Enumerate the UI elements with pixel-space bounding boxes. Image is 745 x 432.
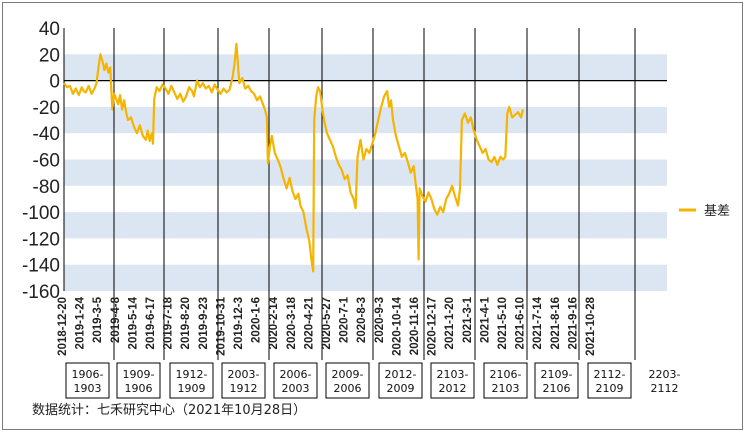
x-tick-label: 2020-4-21 <box>303 296 315 349</box>
x-tick-label: 2019-1-24 <box>75 296 87 349</box>
contract-box-label-line1: 2106- <box>490 368 522 381</box>
x-tick-label: 2021-5-10 <box>497 297 509 349</box>
x-tick-label: 2020-7-1 <box>339 296 351 343</box>
x-tick-label: 2019-8-20 <box>180 297 192 349</box>
y-tick-label: -40 <box>33 124 60 145</box>
contract-box-label-line2: 2112 <box>651 382 679 395</box>
y-tick-label: 0 <box>49 72 60 93</box>
contract-box-label-line2: 2009 <box>387 382 415 395</box>
legend: 基差 <box>679 204 730 219</box>
contract-box-label-line2: 1912 <box>230 382 258 395</box>
x-tick-label: 2021-3-1 <box>462 296 474 343</box>
x-tick-label: 2019-10-31 <box>215 296 227 355</box>
band-3 <box>64 212 667 239</box>
contract-box <box>273 362 318 399</box>
contract-box <box>483 362 528 399</box>
x-tick-label: 2021-1-20 <box>444 297 456 349</box>
contract-boxes: 1906-1903 1909-1906 1912-1909 2003-1912 2006… <box>65 362 681 399</box>
y-tick-label: 40 <box>39 19 60 40</box>
x-tick-label: 2019-4-8 <box>110 296 122 343</box>
x-tick-label: 2021-8-16 <box>550 297 562 349</box>
contract-box <box>325 362 370 399</box>
contract-box-label-line1: 2103- <box>437 368 469 381</box>
y-tick-label: 20 <box>39 45 60 66</box>
x-tick-label: 2020-3-18 <box>286 296 298 349</box>
x-tick-label: 2020-1-6 <box>251 297 263 343</box>
contract-box-label-line1: 2006- <box>280 368 312 381</box>
contract-box <box>378 362 423 399</box>
x-tick-label: 2019-12-3 <box>233 297 245 349</box>
contract-box <box>116 362 161 399</box>
contract-roll-lines <box>113 28 636 360</box>
x-tick-label: 2020-9-3 <box>374 297 386 343</box>
y-axis-ticks: 40 20 0 -20 -40 -60 -80 -100 -120 -140 -160 <box>22 19 65 303</box>
x-tick-label: 2019-7-18 <box>163 296 175 349</box>
y-tick-label: -20 <box>33 98 60 119</box>
contract-box-label-line2: 2012 <box>439 382 467 395</box>
legend-label: 基差 <box>704 204 730 219</box>
band-2 <box>64 159 667 186</box>
contract-box-label-line2: 1909 <box>178 382 206 395</box>
contract-box-label-line1: 2012- <box>385 368 417 381</box>
y-tick-label: -120 <box>22 229 60 250</box>
contract-box-label-line1: 2003- <box>228 368 260 381</box>
x-tick-label: 2020-11-16 <box>409 297 421 355</box>
x-tick-label: 2021-9-16 <box>567 297 579 349</box>
contract-box-label-line2: 2103 <box>492 382 520 395</box>
band-0 <box>64 54 667 81</box>
x-tick-label: 2019-6-17 <box>145 297 157 349</box>
x-tick-label: 2021-4-1 <box>479 296 491 343</box>
series-layer <box>63 42 656 273</box>
y-tick-label: -100 <box>22 203 60 224</box>
contract-box-label-line1: 2112- <box>594 368 626 381</box>
x-axis-ticks: 2018-12-20 2019-1-24 2019-3-5 2019-4-8 2019-… <box>57 296 597 355</box>
y-tick-label: -80 <box>33 177 60 198</box>
contract-box <box>587 362 632 399</box>
x-tick-label: 2020-10-14 <box>391 296 403 355</box>
x-tick-label: 2020-12-17 <box>427 297 439 356</box>
background-bands <box>64 54 667 291</box>
contract-box <box>65 362 110 399</box>
x-tick-label: 2019-5-14 <box>127 296 139 349</box>
series-line-basis <box>63 42 525 273</box>
contract-box-label-line2: 1906 <box>125 382 153 395</box>
contract-box <box>534 362 579 399</box>
contract-box <box>430 362 475 399</box>
contract-box-label-line1: 1909- <box>123 368 155 381</box>
contract-box <box>169 362 214 399</box>
x-tick-label: 2021-10-28 <box>585 296 597 355</box>
x-tick-label: 2018-12-20 <box>57 297 69 356</box>
x-tick-label: 2020-8-3 <box>356 297 368 343</box>
x-tick-label: 2021-7-14 <box>532 296 544 349</box>
contract-box <box>221 362 266 399</box>
x-tick-label: 2020-2-14 <box>268 296 280 349</box>
y-tick-label: -60 <box>33 151 60 172</box>
x-tick-label: 2020-5-27 <box>321 297 333 349</box>
contract-box-label-line1: 1906- <box>72 368 104 381</box>
band-4 <box>64 264 667 291</box>
contract-box-label-line1: 1912- <box>176 368 208 381</box>
x-tick-label: 2021-6-10 <box>515 297 527 349</box>
y-tick-label: -160 <box>22 282 60 303</box>
contract-box-label-line1: 2203- <box>649 368 681 381</box>
source-note: 数据统计：七禾研究中心（2021年10月28日） <box>32 403 306 418</box>
y-tick-label: -140 <box>22 256 60 277</box>
contract-box-label-line2: 2003 <box>282 382 310 395</box>
contract-box-label-line1: 2109- <box>541 368 573 381</box>
x-tick-label: 2019-9-23 <box>198 297 210 349</box>
contract-box-label-line2: 1903 <box>74 382 102 395</box>
contract-box-label-line1: 2009- <box>332 368 364 381</box>
contract-box-label-line2: 2106 <box>543 382 571 395</box>
contract-box-label-line2: 2006 <box>334 382 362 395</box>
contract-box-label-line2: 2109 <box>596 382 624 395</box>
x-tick-label: 2019-3-5 <box>92 296 104 343</box>
